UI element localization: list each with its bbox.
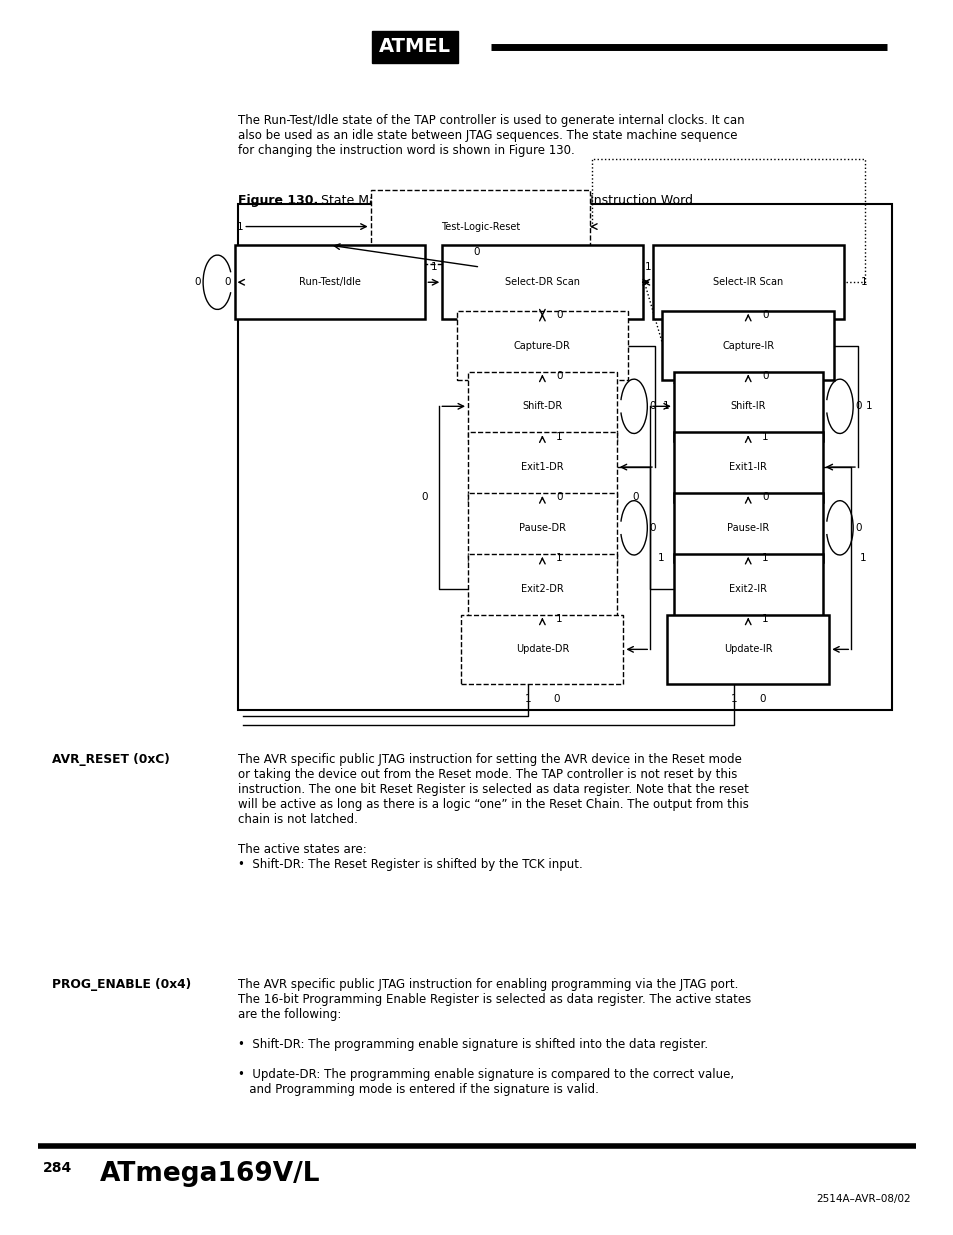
- Text: 1: 1: [761, 553, 768, 563]
- Text: 2514A–AVR–08/02: 2514A–AVR–08/02: [816, 1194, 910, 1204]
- Text: 1: 1: [430, 263, 436, 273]
- Text: 284: 284: [43, 1161, 72, 1174]
- Text: 1: 1: [556, 432, 562, 442]
- Text: 0: 0: [649, 522, 655, 532]
- Text: 0: 0: [761, 493, 768, 503]
- Bar: [238, 204, 891, 710]
- Text: 1: 1: [730, 694, 737, 704]
- Text: 0: 0: [224, 278, 231, 288]
- Text: 1: 1: [556, 614, 562, 624]
- Text: 1: 1: [662, 401, 669, 411]
- Text: Exit1-IR: Exit1-IR: [728, 462, 766, 472]
- Text: 0: 0: [761, 370, 768, 380]
- Text: Test-Logic-Reset: Test-Logic-Reset: [440, 221, 519, 231]
- Text: 0: 0: [854, 522, 861, 532]
- Text: 0: 0: [631, 493, 638, 503]
- Text: Shift-IR: Shift-IR: [730, 401, 765, 411]
- Text: ATmega169V/L: ATmega169V/L: [100, 1161, 320, 1187]
- Text: 0: 0: [553, 694, 559, 704]
- Text: 0: 0: [421, 493, 428, 503]
- Text: Update-IR: Update-IR: [723, 645, 772, 655]
- Text: Pause-DR: Pause-DR: [518, 522, 565, 532]
- Text: Exit1-DR: Exit1-DR: [520, 462, 563, 472]
- FancyBboxPatch shape: [370, 189, 589, 263]
- Text: 0: 0: [474, 247, 479, 257]
- FancyBboxPatch shape: [456, 311, 628, 380]
- Text: ATMEL: ATMEL: [378, 37, 451, 57]
- Text: Select-IR Scan: Select-IR Scan: [712, 278, 782, 288]
- FancyBboxPatch shape: [468, 555, 617, 624]
- Text: PROG_ENABLE (0x4): PROG_ENABLE (0x4): [52, 978, 192, 992]
- Text: 1: 1: [865, 401, 872, 411]
- FancyBboxPatch shape: [661, 311, 833, 380]
- Text: Select-DR Scan: Select-DR Scan: [504, 278, 579, 288]
- Text: 1: 1: [860, 278, 866, 288]
- Text: The AVR specific public JTAG instruction for enabling programming via the JTAG p: The AVR specific public JTAG instruction…: [238, 978, 751, 1097]
- Text: 0: 0: [556, 370, 562, 380]
- Text: Exit2-IR: Exit2-IR: [728, 584, 766, 594]
- Text: The Run-Test/Idle state of the TAP controller is used to generate internal clock: The Run-Test/Idle state of the TAP contr…: [238, 114, 744, 157]
- Text: Figure 130.: Figure 130.: [238, 194, 318, 207]
- Text: 1: 1: [556, 553, 562, 563]
- FancyBboxPatch shape: [666, 615, 828, 684]
- Text: 1: 1: [761, 432, 768, 442]
- Text: 0: 0: [649, 401, 655, 411]
- Text: 1: 1: [761, 614, 768, 624]
- FancyBboxPatch shape: [468, 432, 617, 501]
- FancyBboxPatch shape: [673, 372, 821, 441]
- Text: Capture-DR: Capture-DR: [514, 341, 570, 351]
- FancyBboxPatch shape: [468, 372, 617, 441]
- Text: 0: 0: [556, 493, 562, 503]
- FancyBboxPatch shape: [652, 246, 842, 320]
- Text: Run-Test/Idle: Run-Test/Idle: [298, 278, 360, 288]
- FancyBboxPatch shape: [461, 615, 623, 684]
- Text: 1: 1: [643, 263, 650, 273]
- Text: 1: 1: [658, 553, 664, 563]
- Text: 0: 0: [761, 310, 768, 320]
- Text: 0: 0: [854, 401, 861, 411]
- Text: 1: 1: [859, 553, 865, 563]
- FancyBboxPatch shape: [673, 555, 821, 624]
- FancyBboxPatch shape: [673, 493, 821, 562]
- Text: 0: 0: [759, 694, 765, 704]
- Text: Exit2-DR: Exit2-DR: [520, 584, 563, 594]
- Text: Shift-DR: Shift-DR: [521, 401, 562, 411]
- Text: Pause-IR: Pause-IR: [726, 522, 768, 532]
- FancyBboxPatch shape: [234, 246, 425, 320]
- Text: 1: 1: [236, 221, 243, 231]
- Text: Capture-IR: Capture-IR: [721, 341, 774, 351]
- FancyBboxPatch shape: [673, 432, 821, 501]
- Text: AVR_RESET (0xC): AVR_RESET (0xC): [52, 753, 170, 767]
- Text: 0: 0: [194, 278, 201, 288]
- Text: 0: 0: [556, 310, 562, 320]
- FancyBboxPatch shape: [468, 493, 617, 562]
- Text: Update-DR: Update-DR: [516, 645, 568, 655]
- Text: State Machine Sequence for Changing the Instruction Word: State Machine Sequence for Changing the …: [313, 194, 692, 207]
- Text: 1: 1: [524, 694, 531, 704]
- FancyBboxPatch shape: [442, 246, 642, 320]
- Text: The AVR specific public JTAG instruction for setting the AVR device in the Reset: The AVR specific public JTAG instruction…: [238, 753, 749, 872]
